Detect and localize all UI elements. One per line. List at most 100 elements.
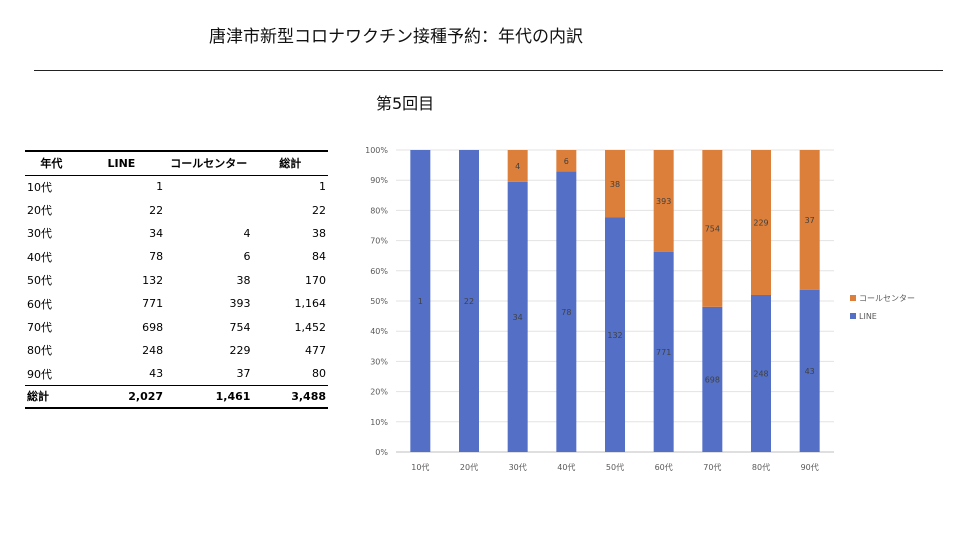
bar-callcenter (751, 150, 771, 295)
data-label-callcenter: 754 (705, 224, 720, 233)
cell-line: 34 (149, 226, 164, 240)
cell-line: 1 (156, 180, 164, 194)
y-tick-label: 20% (370, 388, 388, 397)
cell-age: 30代 (27, 227, 52, 241)
cell-age: 90代 (27, 367, 52, 381)
bar-line (702, 306, 723, 452)
bar-line (556, 171, 577, 453)
y-tick-label: 50% (370, 297, 388, 306)
cell-age: 60代 (27, 297, 52, 311)
cell-callcenter: 393 (229, 297, 251, 311)
y-tick-label: 90% (370, 176, 388, 185)
data-label-line: 34 (513, 313, 523, 322)
cell-callcenter: 6 (243, 250, 251, 264)
x-tick-label: 80代 (752, 462, 770, 472)
table-row: 20代 22 22 (25, 198, 328, 221)
table-row: 60代 771 393 1,164 (25, 292, 328, 315)
table-total-row: 総計 2,027 1,461 3,488 (25, 385, 328, 409)
bar-callcenter (605, 150, 625, 218)
cell-callcenter: 229 (229, 343, 251, 357)
legend-label: LINE (859, 312, 877, 321)
table-row: 90代 43 37 80 (25, 362, 328, 385)
cell-total: 1,452 (294, 320, 327, 334)
x-tick-label: 10代 (411, 462, 429, 472)
cell-line: 771 (142, 297, 164, 311)
cell-age: 10代 (27, 180, 52, 194)
legend-label: コールセンター (859, 294, 915, 303)
data-label-line: 43 (805, 367, 815, 376)
bar-callcenter (556, 150, 577, 172)
bar-line (799, 289, 820, 452)
bar-line (410, 150, 431, 452)
cell-total: 38 (312, 226, 326, 240)
bar-callcenter (507, 150, 528, 182)
header-age: 年代 (25, 150, 78, 176)
cell-callcenter (165, 175, 252, 198)
data-label-line: 78 (561, 308, 571, 317)
header-line: LINE (77, 150, 166, 176)
x-tick-label: 30代 (509, 462, 527, 472)
cell-line: 78 (149, 250, 164, 264)
x-tick-label: 70代 (703, 462, 721, 472)
bar-line (459, 150, 479, 452)
data-label-line: 698 (705, 375, 720, 384)
cell-line: 22 (149, 203, 164, 217)
cell-age: 40代 (27, 250, 52, 264)
cell-total: 80 (312, 367, 326, 381)
header-callcenter: コールセンター (165, 150, 253, 176)
cell-age: 80代 (27, 344, 52, 358)
data-label-line: 132 (607, 331, 622, 340)
legend-swatch (850, 295, 856, 301)
cell-total: 1,164 (294, 297, 327, 311)
x-tick-label: 50代 (606, 462, 624, 472)
breakdown-table: 年代 LINE コールセンター 総計 10代 1 1 20代 22 22 30代… (25, 150, 328, 409)
total-callcenter: 1,461 (165, 385, 253, 409)
bar-callcenter (799, 150, 820, 290)
y-tick-label: 60% (370, 267, 388, 276)
y-tick-label: 10% (370, 418, 388, 427)
stacked-percent-bar-chart: 0% 10% 20% 30% 40% 50% 60% 70% 80% 90% 100% 1 10代 22 2… (365, 146, 915, 472)
cell-callcenter (165, 198, 252, 221)
total-all: 3,488 (252, 385, 328, 409)
total-label: 総計 (25, 385, 78, 409)
data-label-line: 1 (418, 297, 423, 306)
table-row: 50代 132 38 170 (25, 269, 328, 292)
data-label-callcenter: 4 (515, 162, 520, 171)
cell-total: 170 (305, 273, 326, 287)
bar-line (605, 217, 625, 452)
cell-callcenter: 37 (236, 367, 251, 381)
x-tick-label: 20代 (460, 462, 478, 472)
title-divider (34, 70, 943, 71)
cell-total: 84 (312, 250, 326, 264)
y-tick-label: 100% (365, 146, 388, 155)
cell-age: 50代 (27, 274, 52, 288)
data-label-callcenter: 229 (753, 218, 768, 227)
bar-line (751, 294, 771, 452)
bar-line (653, 251, 674, 452)
cell-callcenter: 38 (236, 273, 251, 287)
cell-age: 70代 (27, 321, 52, 335)
cell-line: 43 (149, 367, 164, 381)
data-label-callcenter: 6 (564, 157, 569, 166)
x-tick-label: 60代 (655, 462, 673, 472)
cell-total: 477 (305, 343, 326, 357)
bar-callcenter (702, 150, 723, 307)
bar-line (507, 181, 528, 452)
x-tick-label: 40代 (557, 462, 575, 472)
cell-age: 20代 (27, 204, 52, 218)
header-total: 総計 (252, 150, 328, 176)
page-title: 唐津市新型コロナワクチン接種予約：年代の内訳 (209, 27, 583, 47)
total-line: 2,027 (77, 385, 166, 409)
y-tick-label: 80% (370, 206, 388, 215)
data-label-line: 22 (464, 297, 474, 306)
table-header-row: 年代 LINE コールセンター 総計 (25, 150, 328, 176)
table-row: 30代 34 4 38 (25, 222, 328, 245)
bar-callcenter (653, 150, 674, 252)
legend-swatch (850, 313, 856, 319)
page-subtitle: 第5回目 (376, 94, 435, 113)
cell-line: 698 (142, 320, 164, 334)
data-label-callcenter: 37 (805, 216, 815, 225)
x-tick-label: 90代 (801, 462, 819, 472)
cell-callcenter: 4 (243, 226, 251, 240)
table-row: 40代 78 6 84 (25, 245, 328, 268)
